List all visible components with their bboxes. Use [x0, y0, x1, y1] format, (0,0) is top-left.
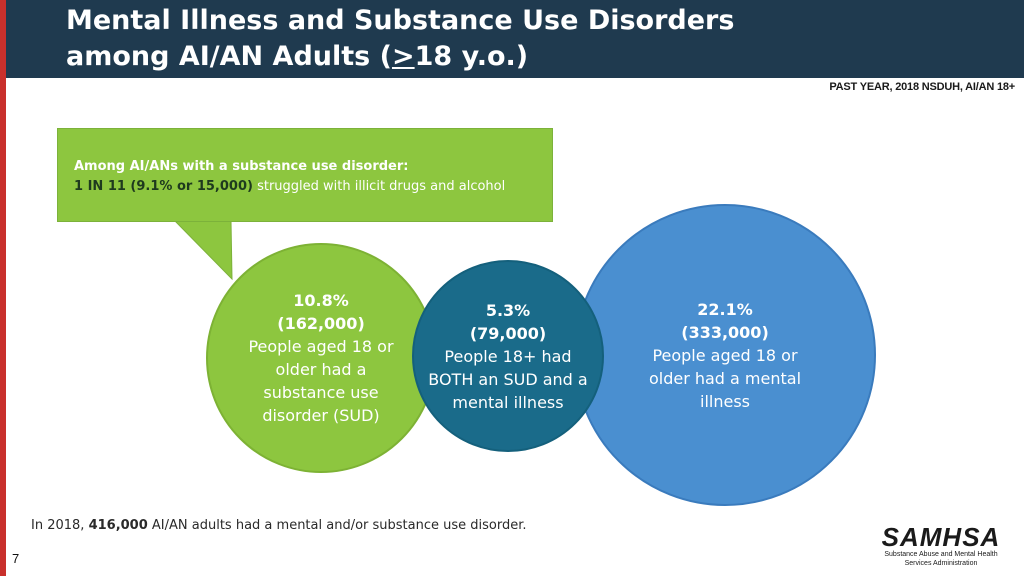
- title-line-2-prefix: among AI/AN Adults (: [66, 41, 392, 72]
- sud-count: (162,000): [277, 314, 365, 333]
- title-line-1: Mental Illness and Substance Use Disorde…: [66, 5, 735, 36]
- sud-description: People aged 18 or older had a substance …: [248, 337, 394, 425]
- callout-body: 1 IN 11 (9.1% or 15,000) struggled with …: [74, 177, 505, 197]
- callout-heading: Among AI/ANs with a substance use disord…: [74, 159, 409, 174]
- callout-rest: struggled with illicit drugs and alcohol: [252, 179, 506, 194]
- samhsa-logo: SAMHSA Substance Abuse and Mental Health…: [876, 524, 1006, 568]
- mental-illness-count: (333,000): [681, 322, 769, 342]
- title-line-2-suffix: 18 y.o.): [414, 41, 529, 72]
- summary-total: 416,000: [88, 518, 148, 533]
- source-label: PAST YEAR, 2018 NSDUH, AI/AN 18+: [829, 81, 1015, 93]
- sud-circle: 10.8% (162,000) People aged 18 or older …: [206, 243, 436, 473]
- title-line-2: among AI/AN Adults (>18 y.o.): [66, 39, 966, 75]
- logo-subtitle-1: Substance Abuse and Mental Health: [884, 551, 998, 558]
- sud-percent: 10.8%: [293, 291, 349, 310]
- summary-suffix: AI/AN adults had a mental and/or substan…: [147, 518, 527, 533]
- callout-highlight: 1 IN 11 (9.1% or 15,000): [74, 179, 253, 194]
- logo-subtitle-2: Services Administration: [904, 560, 978, 567]
- summary-prefix: In 2018,: [31, 518, 89, 533]
- left-accent-bar: [0, 0, 6, 576]
- callout-box: Among AI/ANs with a substance use disord…: [57, 128, 553, 222]
- mental-illness-circle: 22.1% (333,000) People aged 18 or older …: [574, 204, 876, 506]
- mental-illness-description: People aged 18 or older had a mental ill…: [648, 345, 802, 411]
- page-title: Mental Illness and Substance Use Disorde…: [66, 3, 966, 75]
- both-percent: 5.3%: [485, 300, 531, 320]
- both-description: People 18+ had BOTH an SUD and a mental …: [428, 346, 588, 412]
- title-banner: Mental Illness and Substance Use Disorde…: [6, 0, 1024, 78]
- slide-number: 7: [12, 551, 20, 566]
- title-line-2-symbol: >: [391, 41, 415, 72]
- both-count: (79,000): [469, 323, 547, 343]
- callout-text: Among AI/ANs with a substance use disord…: [74, 157, 505, 197]
- summary-text: In 2018, 416,000 AI/AN adults had a ment…: [31, 518, 527, 533]
- both-circle: 5.3% (79,000) People 18+ had BOTH an SUD…: [412, 260, 604, 452]
- mental-illness-percent: 22.1%: [697, 299, 753, 319]
- logo-wordmark: SAMHSA: [881, 522, 1001, 552]
